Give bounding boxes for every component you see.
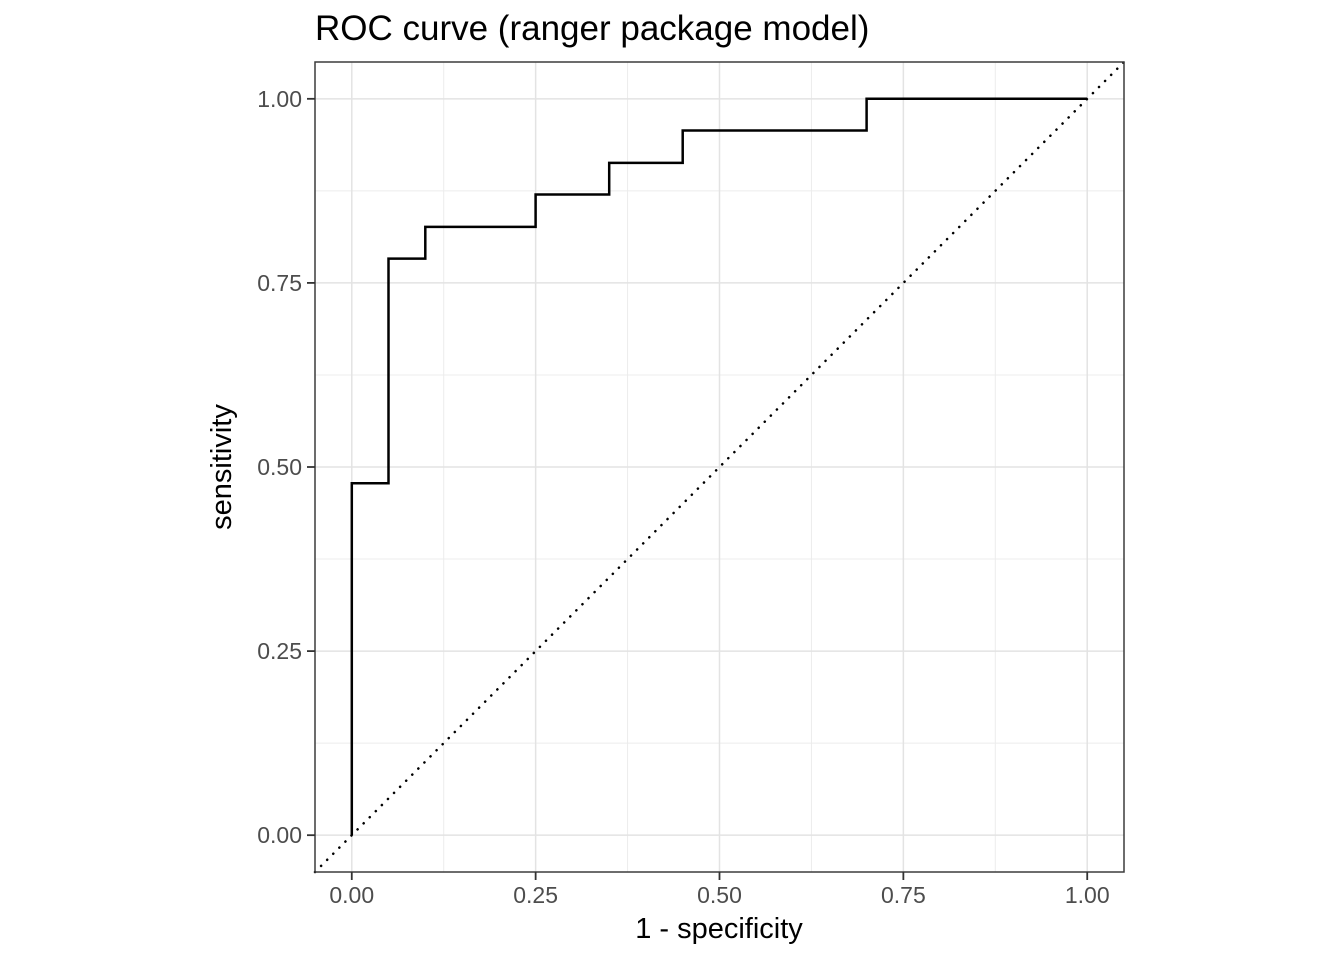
y-axis-title: sensitivity (206, 404, 238, 530)
plot-panel: 0.00 0.25 0.50 0.75 1.00 0.00 0.25 0.50 0.75 1.00 (257, 60, 1126, 908)
x-axis-tick-label: 0.00 (329, 882, 374, 908)
x-axis-tick-label: 0.50 (697, 882, 742, 908)
x-axis-tick-label: 0.25 (513, 882, 558, 908)
x-axis-tick-label: 0.75 (881, 882, 926, 908)
chart-title: ROC curve (ranger package model) (315, 9, 869, 48)
y-axis-tick-label: 0.75 (257, 270, 302, 296)
roc-curve-line (350, 97, 1088, 836)
y-axis-tick-label: 0.50 (257, 454, 302, 480)
y-axis-tick-label: 0.00 (257, 822, 302, 848)
chance-diagonal-line (313, 60, 1126, 874)
y-axis-tick-label: 0.25 (257, 638, 302, 664)
x-axis-title: 1 - specificity (635, 913, 803, 945)
y-axis-tick-label: 1.00 (257, 86, 302, 112)
x-axis-tick-label: 1.00 (1065, 882, 1110, 908)
